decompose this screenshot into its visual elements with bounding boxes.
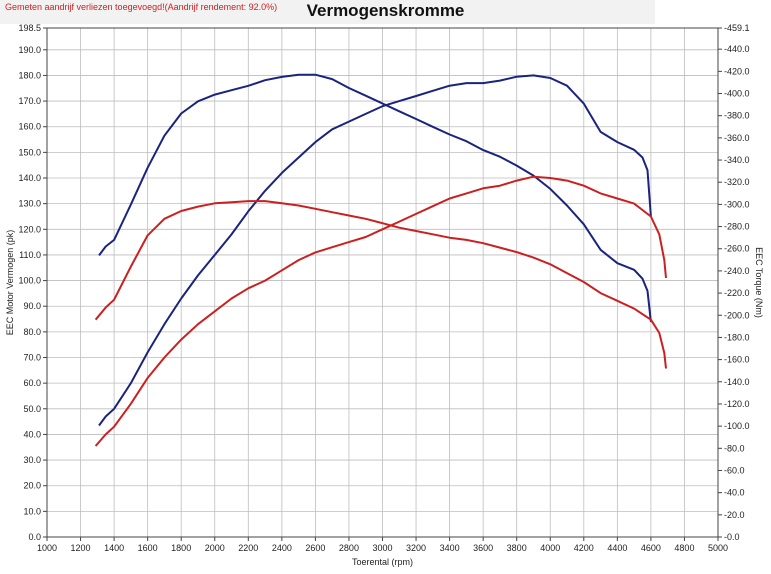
right-tick-label: -20.0 <box>724 510 745 520</box>
x-tick-label: 3600 <box>473 543 493 553</box>
right-tick-label: -400.0 <box>724 89 750 99</box>
left-tick-label: 60.0 <box>23 378 41 388</box>
left-tick-label: 50.0 <box>23 404 41 414</box>
x-tick-label: 2000 <box>205 543 225 553</box>
right-tick-label: -200.0 <box>724 310 750 320</box>
left-tick-label: 100.0 <box>18 276 41 286</box>
x-tick-label: 4200 <box>574 543 594 553</box>
x-tick-label: 1200 <box>71 543 91 553</box>
left-tick-label: 180.0 <box>18 70 41 80</box>
left-tick-label: 140.0 <box>18 173 41 183</box>
right-tick-label: -280.0 <box>724 222 750 232</box>
right-tick-label: -180.0 <box>724 332 750 342</box>
x-tick-label: 5000 <box>708 543 728 553</box>
x-tick-label: 1800 <box>171 543 191 553</box>
left-tick-label: 190.0 <box>18 45 41 55</box>
left-tick-label: 70.0 <box>23 353 41 363</box>
drivetrain-loss-notice: Gemeten aandrijf verliezen toegevoegd!(A… <box>5 2 278 12</box>
x-tick-label: 4000 <box>540 543 560 553</box>
left-tick-label: 30.0 <box>23 455 41 465</box>
left-tick-label: 80.0 <box>23 327 41 337</box>
x-axis-ticks: 1000 1200 1400 1600 1800 2000 2200 2400 2600 2800… <box>37 537 728 553</box>
right-tick-label: -420.0 <box>724 66 750 76</box>
x-tick-label: 4600 <box>641 543 661 553</box>
left-axis-label: EEC Motor Vermogen (pk) <box>5 230 15 336</box>
series-lines <box>94 73 667 447</box>
right-axis-ticks: -0.0 -20.0 -40.0 -60.0 -80.0 -100.0 -120.0 -140… <box>718 23 750 542</box>
plot-frame <box>46 27 719 538</box>
left-tick-label: 160.0 <box>18 122 41 132</box>
x-tick-label: 3400 <box>440 543 460 553</box>
right-tick-label: -340.0 <box>724 155 750 165</box>
left-tick-label: 90.0 <box>23 301 41 311</box>
left-tick-label: 20.0 <box>23 481 41 491</box>
x-tick-label: 2400 <box>272 543 292 553</box>
chart-title: Vermogenskromme <box>306 1 465 20</box>
right-tick-label: -140.0 <box>724 377 750 387</box>
right-axis-label: EEC Torque (Nm) <box>754 247 764 318</box>
right-tick-label: -60.0 <box>724 465 745 475</box>
right-tick-label: -160.0 <box>724 355 750 365</box>
x-tick-label: 4800 <box>674 543 694 553</box>
right-tick-label: -440.0 <box>724 44 750 54</box>
x-tick-label: 1400 <box>104 543 124 553</box>
right-tick-label: -100.0 <box>724 421 750 431</box>
series-line-4 <box>94 200 667 369</box>
left-tick-label: 110.0 <box>19 250 41 260</box>
right-tick-label: -40.0 <box>724 488 745 498</box>
left-tick-label: 170.0 <box>18 96 41 106</box>
left-tick-label: 130.0 <box>18 199 41 209</box>
x-tick-label: 2200 <box>238 543 258 553</box>
series-line-1 <box>98 74 652 427</box>
left-tick-label: 150.0 <box>18 147 41 157</box>
x-tick-label: 2800 <box>339 543 359 553</box>
right-tick-label: -0.0 <box>724 532 740 542</box>
left-tick-label: 10.0 <box>23 506 41 516</box>
right-tick-label: -300.0 <box>724 199 750 209</box>
x-tick-label: 4400 <box>607 543 627 553</box>
left-axis-ticks: 0.0 10.0 20.0 30.0 40.0 50.0 60.0 70.0 80.0 90.0 1… <box>18 23 47 542</box>
x-tick-label: 1000 <box>37 543 57 553</box>
x-tick-label: 1600 <box>138 543 158 553</box>
left-tick-label: 40.0 <box>23 429 41 439</box>
x-tick-label: 2600 <box>305 543 325 553</box>
x-axis-label: Toerental (rpm) <box>352 557 413 567</box>
x-tick-label: 3800 <box>507 543 527 553</box>
right-tick-label: -80.0 <box>724 443 745 453</box>
right-tick-label: -320.0 <box>724 177 750 187</box>
left-tick-label: 198.5 <box>18 23 41 33</box>
right-tick-label: -220.0 <box>724 288 750 298</box>
x-tick-label: 3200 <box>406 543 426 553</box>
x-tick-label: 3000 <box>372 543 392 553</box>
right-tick-label: -240.0 <box>724 266 750 276</box>
left-tick-label: 0.0 <box>28 532 41 542</box>
series-line-2 <box>98 73 652 323</box>
right-tick-label: -380.0 <box>724 111 750 121</box>
right-tick-label: -459.1 <box>724 23 750 33</box>
right-tick-label: -120.0 <box>724 399 750 409</box>
right-tick-label: -260.0 <box>724 244 750 254</box>
right-tick-label: -360.0 <box>724 133 750 143</box>
left-tick-label: 120.0 <box>18 224 41 234</box>
header-bar <box>0 0 655 24</box>
